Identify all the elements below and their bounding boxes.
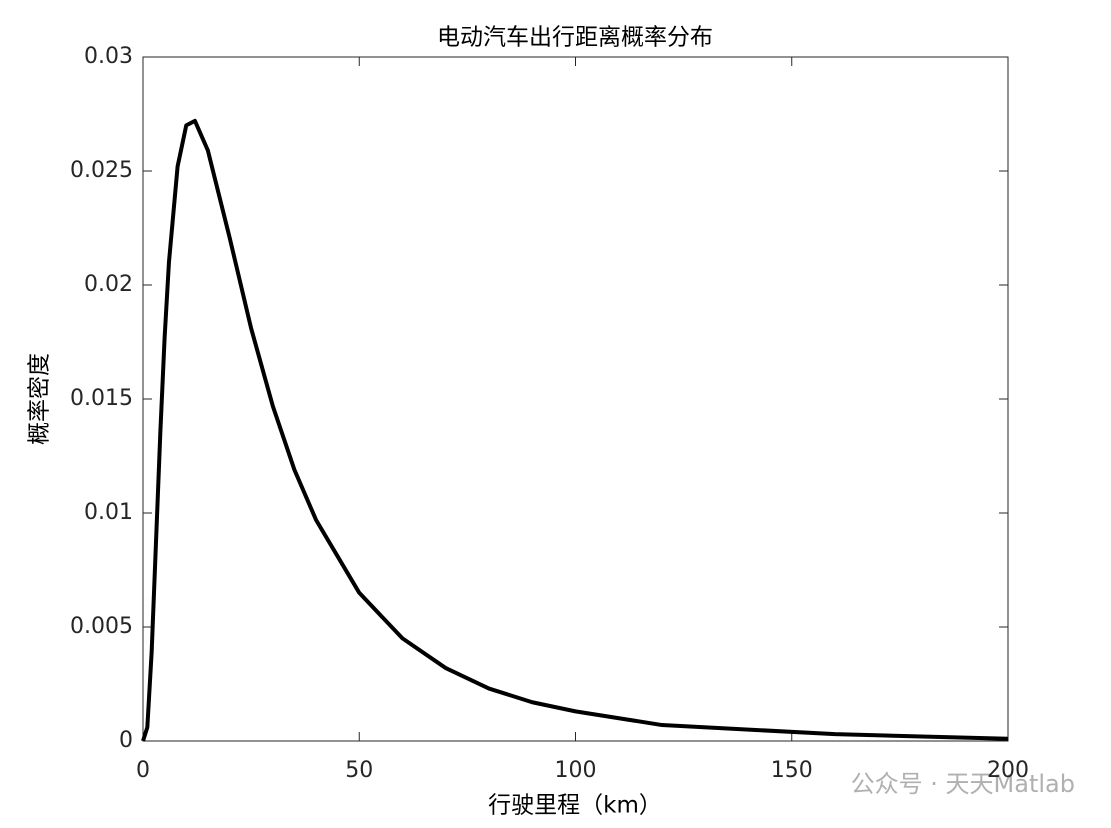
x-tick-label: 100 (555, 758, 597, 783)
x-tick-label: 50 (345, 758, 373, 783)
x-tick-label: 0 (136, 758, 150, 783)
y-tick-label: 0.01 (84, 500, 133, 525)
x-axis-label: 行驶里程（km） (488, 793, 662, 819)
y-tick-label: 0.025 (70, 158, 133, 183)
y-axis-label: 概率密度 (27, 353, 53, 445)
y-tick-label: 0.02 (84, 272, 133, 297)
y-tick-label: 0.03 (84, 44, 133, 69)
plot-area (142, 56, 1009, 742)
y-tick-label: 0.005 (70, 614, 133, 639)
y-tick-label: 0.015 (70, 386, 133, 411)
watermark: 公众号 · 天天Matlab (851, 770, 1075, 798)
x-tick-label: 200 (987, 758, 1029, 783)
chart-title: 电动汽车出行距离概率分布 (437, 25, 713, 51)
y-tick-label: 0 (119, 728, 133, 753)
x-tick-label: 150 (771, 758, 813, 783)
data-line (141, 118, 1009, 742)
